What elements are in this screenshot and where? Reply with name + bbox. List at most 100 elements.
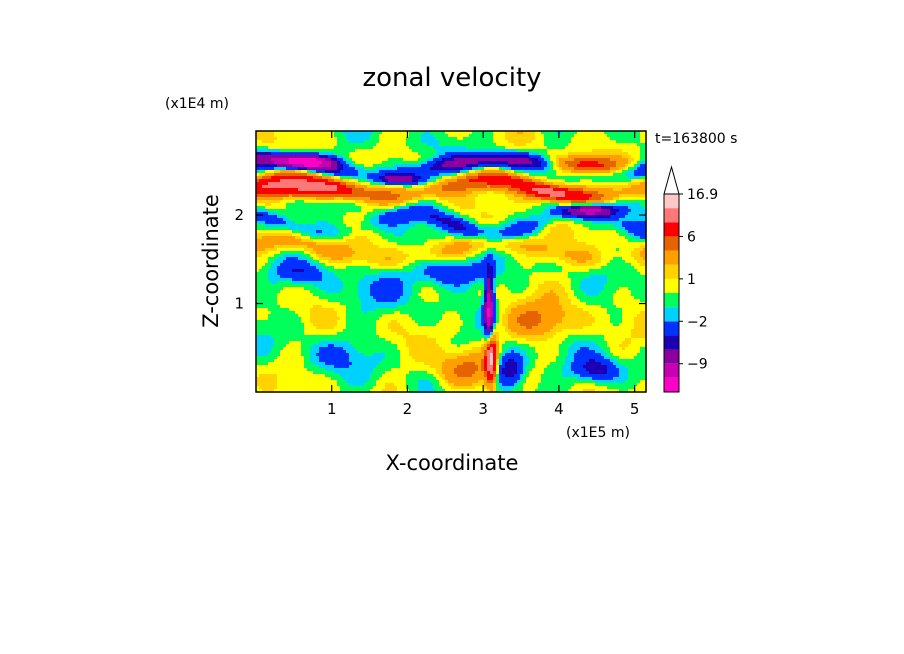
heatmap-cell bbox=[427, 218, 431, 222]
heatmap-cell bbox=[424, 221, 428, 225]
heatmap-cell bbox=[631, 134, 635, 138]
heatmap-cell bbox=[616, 137, 620, 141]
heatmap-cell bbox=[478, 233, 482, 237]
heatmap-cell bbox=[268, 203, 272, 207]
heatmap-cell bbox=[454, 134, 458, 138]
heatmap-cell bbox=[262, 182, 266, 186]
heatmap-cell bbox=[490, 233, 494, 237]
heatmap-cell bbox=[346, 167, 350, 171]
heatmap-cell bbox=[469, 224, 473, 228]
heatmap-cell bbox=[340, 179, 344, 183]
heatmap-cell bbox=[643, 167, 647, 171]
heatmap-cell bbox=[280, 131, 284, 135]
heatmap-cell bbox=[430, 209, 434, 213]
heatmap-cell bbox=[643, 233, 647, 237]
heatmap-cell bbox=[271, 218, 275, 222]
heatmap-cell bbox=[463, 203, 467, 207]
heatmap-cell bbox=[493, 218, 497, 222]
heatmap-cell bbox=[511, 179, 515, 183]
heatmap-cell bbox=[388, 155, 392, 159]
heatmap-cell bbox=[541, 158, 545, 162]
heatmap-cell bbox=[409, 170, 413, 174]
heatmap-cell bbox=[499, 236, 503, 240]
heatmap-cell bbox=[475, 242, 479, 246]
heatmap-cell bbox=[394, 227, 398, 231]
heatmap-cell bbox=[562, 140, 566, 144]
heatmap-cell bbox=[490, 146, 494, 150]
heatmap-cell bbox=[517, 188, 521, 192]
heatmap-cell bbox=[571, 236, 575, 240]
heatmap-cell bbox=[565, 203, 569, 207]
heatmap-cell bbox=[535, 143, 539, 147]
heatmap-cell bbox=[409, 146, 413, 150]
heatmap-cell bbox=[586, 158, 590, 162]
heatmap-cell bbox=[628, 218, 632, 222]
heatmap-cell bbox=[607, 188, 611, 192]
heatmap-cell bbox=[283, 146, 287, 150]
heatmap-cell bbox=[355, 179, 359, 183]
heatmap-cell bbox=[631, 146, 635, 150]
heatmap-cell bbox=[424, 203, 428, 207]
heatmap-cell bbox=[526, 239, 530, 243]
heatmap-cell bbox=[610, 191, 614, 195]
heatmap-cell bbox=[394, 221, 398, 225]
heatmap-cell bbox=[292, 131, 296, 135]
heatmap-cell bbox=[559, 203, 563, 207]
heatmap-cell bbox=[277, 212, 281, 216]
heatmap-cell bbox=[271, 203, 275, 207]
heatmap-cell bbox=[583, 221, 587, 225]
heatmap-cell bbox=[373, 143, 377, 147]
heatmap-cell bbox=[307, 200, 311, 204]
heatmap-cell bbox=[595, 167, 599, 171]
heatmap-cell bbox=[523, 179, 527, 183]
heatmap-cell bbox=[610, 167, 614, 171]
heatmap-cell bbox=[325, 155, 329, 159]
heatmap-cell bbox=[637, 179, 641, 183]
heatmap-cell bbox=[418, 131, 422, 135]
heatmap-cell bbox=[340, 224, 344, 228]
heatmap-cell bbox=[643, 224, 647, 228]
heatmap-cell bbox=[526, 146, 530, 150]
heatmap-cell bbox=[430, 218, 434, 222]
heatmap-cell bbox=[412, 206, 416, 210]
heatmap-cell bbox=[517, 149, 521, 153]
heatmap-cell bbox=[316, 239, 320, 243]
heatmap-cell bbox=[301, 164, 305, 168]
heatmap-cell bbox=[628, 137, 632, 141]
heatmap-cell bbox=[301, 161, 305, 165]
heatmap-cell bbox=[595, 191, 599, 195]
heatmap-cell bbox=[526, 170, 530, 174]
heatmap-cell bbox=[373, 158, 377, 162]
heatmap-cell bbox=[373, 221, 377, 225]
heatmap-cell bbox=[406, 161, 410, 165]
heatmap-cell bbox=[319, 236, 323, 240]
heatmap-cell bbox=[535, 161, 539, 165]
heatmap-cell bbox=[574, 242, 578, 246]
heatmap-cell bbox=[409, 149, 413, 153]
heatmap-cell bbox=[529, 215, 533, 219]
heatmap-cell bbox=[331, 245, 335, 249]
heatmap-cell bbox=[523, 134, 527, 138]
heatmap-cell bbox=[622, 200, 626, 204]
heatmap-cell bbox=[331, 134, 335, 138]
heatmap-cell bbox=[511, 209, 515, 213]
heatmap-cell bbox=[469, 227, 473, 231]
heatmap-cell bbox=[361, 182, 365, 186]
heatmap-cell bbox=[556, 218, 560, 222]
heatmap-cell bbox=[604, 200, 608, 204]
heatmap-cell bbox=[559, 152, 563, 156]
heatmap-cell bbox=[571, 146, 575, 150]
heatmap-cell bbox=[436, 185, 440, 189]
heatmap-cell bbox=[415, 191, 419, 195]
heatmap-cell bbox=[523, 140, 527, 144]
heatmap-cell bbox=[352, 239, 356, 243]
heatmap-cell bbox=[292, 158, 296, 162]
heatmap-cell bbox=[256, 188, 260, 192]
heatmap-cell bbox=[283, 224, 287, 228]
heatmap-cell bbox=[310, 191, 314, 195]
heatmap-cell bbox=[343, 209, 347, 213]
heatmap-cell bbox=[604, 176, 608, 180]
heatmap-cell bbox=[370, 191, 374, 195]
heatmap-cell bbox=[457, 230, 461, 234]
heatmap-cell bbox=[409, 179, 413, 183]
